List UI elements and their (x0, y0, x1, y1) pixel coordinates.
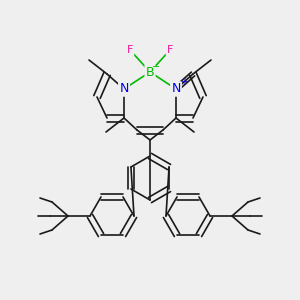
Text: B: B (146, 65, 154, 79)
Text: N: N (119, 82, 129, 95)
Text: +: + (180, 77, 188, 87)
Text: F: F (167, 45, 173, 55)
Text: N: N (171, 82, 181, 95)
Text: −: − (152, 62, 160, 72)
Text: F: F (127, 45, 133, 55)
